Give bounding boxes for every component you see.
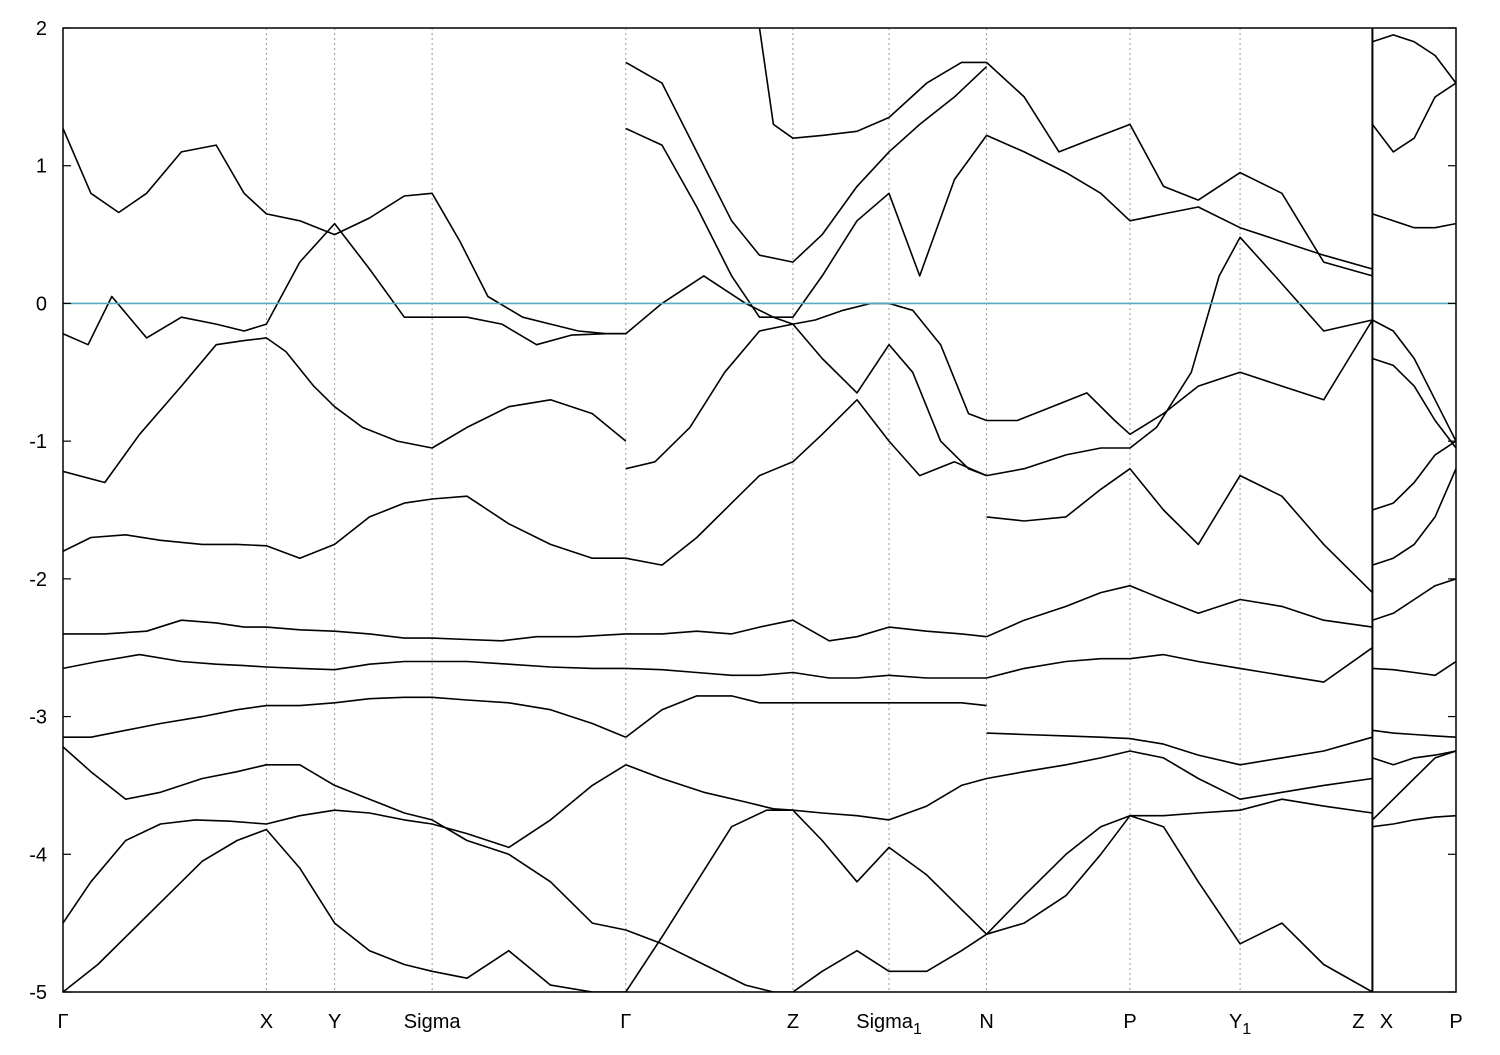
kpoint-guides	[265, 28, 1241, 992]
kpoint-label: Γ	[620, 1011, 631, 1033]
kpoint-label: Z	[1352, 1011, 1364, 1033]
y-tick-label: 0	[36, 293, 47, 315]
y-tick-label: -5	[29, 982, 47, 1004]
band-line-24	[986, 134, 1373, 270]
y-tick-label: 1	[36, 156, 47, 178]
band-line-42	[1372, 660, 1456, 677]
band-line-31	[986, 750, 1373, 800]
y-tick-label: 2	[36, 18, 47, 40]
band-line-43	[1372, 729, 1456, 738]
band-line-30	[986, 732, 1373, 766]
band-line-41	[1372, 578, 1456, 621]
band-line-2	[63, 128, 626, 335]
band-line-37	[1371, 82, 1456, 153]
kpoint-label: P	[1123, 1011, 1136, 1033]
y-tick-label: -4	[29, 844, 47, 866]
kpoint-label: Γ	[57, 1011, 68, 1033]
kpoint-label: Y1	[1229, 1011, 1251, 1038]
band-line-1	[63, 222, 626, 346]
band-line-46	[1371, 750, 1456, 821]
kpoint-label: X	[1380, 1011, 1393, 1033]
band-line-19	[625, 695, 987, 738]
band-line-21	[625, 929, 988, 992]
band-line-29	[986, 647, 1373, 683]
band-line-26	[986, 236, 1373, 477]
band-line-25	[986, 61, 1373, 277]
band-line-10	[63, 764, 627, 924]
band-line-35	[1372, 357, 1456, 449]
band-line-6	[63, 653, 626, 671]
band-line-5	[63, 619, 626, 642]
band-line-36	[1372, 213, 1456, 229]
band-line-14	[625, 127, 988, 318]
band-line-28	[986, 584, 1373, 638]
y-tick-label: -2	[29, 569, 47, 591]
kpoint-label: Sigma	[404, 1011, 462, 1033]
band-line-20	[625, 764, 987, 821]
band-line-16	[758, 28, 987, 139]
kpoint-label: X	[260, 1011, 273, 1033]
y-axis-ticks: 2 1 0 -1 -2 -3 -4 -5	[29, 18, 1456, 1004]
kpoint-label: Sigma1	[856, 1011, 922, 1038]
band-line-27	[986, 467, 1373, 594]
plot-frame	[62, 27, 1457, 993]
band-line-3	[63, 337, 627, 484]
y-tick-label: -3	[29, 707, 47, 729]
band-line-22	[625, 809, 988, 992]
band-line-23	[986, 319, 1374, 436]
band-line-13	[625, 399, 987, 566]
band-line-39	[1372, 440, 1456, 511]
band-line-18	[625, 667, 987, 679]
band-line-11	[625, 275, 987, 422]
band-line-12	[625, 323, 987, 477]
band-line-45	[1372, 814, 1456, 828]
kpoint-label: N	[979, 1011, 993, 1033]
band-line-32	[986, 798, 1373, 935]
kpoint-label: Z	[787, 1011, 799, 1033]
kpoint-label: Y	[328, 1011, 341, 1033]
band-line-34	[1372, 319, 1456, 442]
band-line-33	[986, 814, 1373, 992]
band-line-7	[63, 696, 627, 738]
band-line-17	[625, 619, 987, 642]
x-axis-labels: Γ X Y Sigma Γ Z Sigma1 N P Y1 Z X P	[57, 1011, 1462, 1038]
band-line-15	[625, 61, 988, 263]
y-tick-label: -1	[29, 431, 47, 453]
band-line-8	[63, 746, 626, 931]
band-line-4	[63, 495, 626, 559]
band-line-44	[1372, 750, 1456, 766]
band-lines	[63, 28, 1456, 992]
band-line-40	[1372, 468, 1456, 566]
kpoint-label: P	[1449, 1011, 1462, 1033]
band-line-38	[1372, 34, 1456, 84]
band-line-9	[63, 828, 626, 992]
